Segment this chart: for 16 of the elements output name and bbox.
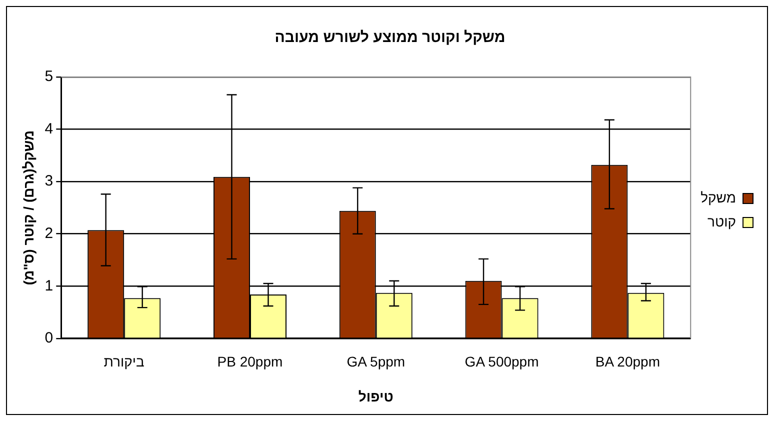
y-tick-label: 3 — [44, 172, 54, 190]
x-tick-label: PB 20ppm — [217, 354, 283, 370]
y-tick-label: 5 — [44, 68, 54, 86]
x-axis-title: טיפול — [358, 388, 394, 404]
legend-label: קוטר — [707, 213, 736, 230]
chart-title: משקל וקוטר ממוצע לשורש מעובה — [274, 29, 506, 46]
y-tick-label: 1 — [44, 277, 54, 294]
x-tick-label: BA 20ppm — [595, 354, 660, 370]
y-axis-title: משקל(גרם) / קוטר (ס"מ) — [20, 130, 36, 286]
x-tick-label: GA 5ppm — [346, 354, 406, 370]
y-tick-label: 4 — [44, 120, 54, 138]
y-tick-label: 2 — [44, 224, 54, 242]
y-tick-label: 0 — [44, 330, 54, 347]
legend-label: משקל — [700, 189, 736, 206]
x-tick-label: GA 500ppm — [464, 354, 539, 370]
x-tick-label: ביקורת — [104, 354, 144, 370]
